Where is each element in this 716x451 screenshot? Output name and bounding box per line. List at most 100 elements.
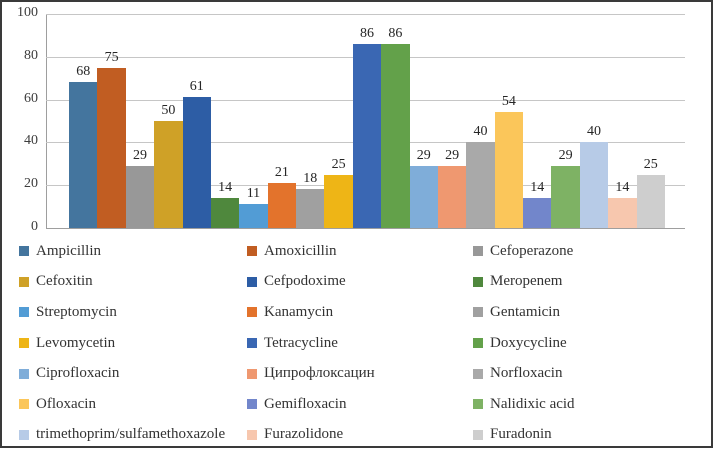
bar-ampicillin: 68 (69, 64, 98, 228)
bar-value-label: 86 (388, 25, 403, 41)
legend-item-norfloxacin: Norfloxacin (473, 365, 703, 382)
legend-label: Furazolidone (264, 426, 344, 443)
legend-swatch-icon (247, 338, 257, 349)
legend-item-kanamycin: Kanamycin (247, 304, 473, 321)
legend-label: Ципрофлоксацин (264, 365, 375, 382)
bar-value-label: 50 (161, 103, 176, 118)
legend-item-ampicillin: Ampicillin (19, 243, 247, 260)
legend-item-cefoxitin: Cefoxitin (19, 273, 247, 290)
bar-tetracycline: 86 (352, 26, 382, 228)
bar-cefpodoxime: 61 (182, 79, 211, 228)
legend-item-cefpodoxime: Cefpodoxime (247, 273, 473, 290)
legend-item-furadonin: Furadonin (473, 426, 703, 443)
legend-label: Streptomycin (36, 303, 117, 320)
legend-label: Norfloxacin (490, 365, 563, 382)
bar-furazolidone: 14 (608, 180, 637, 228)
legend-swatch-icon (247, 246, 257, 257)
legend-item-series-13: Ципрофлоксацин (247, 365, 473, 382)
bar-gentamicin: 18 (296, 171, 325, 228)
plot-area: 0 20 40 60 80 100 68 75 29 50 61 14 11 21 18 25 86 86 29 2… (17, 5, 685, 234)
legend-swatch-icon (19, 246, 29, 257)
legend-swatch-icon (19, 399, 29, 410)
legend-label: Ampicillin (36, 242, 101, 259)
bar-value-label: 40 (473, 124, 488, 140)
y-tick-label-20: 20 (24, 176, 38, 192)
legend-swatch-icon (473, 307, 483, 318)
legend-swatch-icon (473, 368, 483, 379)
bar-value-label: 29 (558, 147, 573, 163)
legend-label: Furadonin (490, 426, 552, 443)
bar-value-label: 29 (132, 147, 147, 163)
legend-item-ofloxacin: Ofloxacin (19, 396, 247, 413)
legend-item-trimethoprim-sulfamethoxazole: trimethoprim/sulfamethoxazole (19, 426, 247, 443)
bar-furadonin: 25 (636, 157, 665, 228)
gridline-0 (46, 228, 685, 229)
legend-swatch-icon (247, 399, 257, 410)
y-tick-label-80: 80 (24, 47, 38, 63)
bars-container: 68 75 29 50 61 14 11 21 18 25 86 86 29 29 40 54 14 29 40 14… (69, 14, 665, 228)
bar-amoxicillin: 75 (97, 50, 126, 228)
bar-doxycycline: 86 (381, 26, 410, 228)
legend-label: Levomycetin (36, 334, 116, 351)
bar-value-label: 14 (218, 180, 233, 196)
bar-gemifloxacin: 14 (523, 180, 552, 228)
bar-trimethoprim-sulfamethoxazole: 40 (579, 124, 609, 228)
legend-item-amoxicillin: Amoxicillin (247, 243, 473, 260)
legend-label: Gentamicin (490, 303, 560, 320)
bar-series-13: 29 (437, 148, 467, 228)
bar-value-label: 40 (586, 124, 601, 140)
legend-item-meropenem: Meropenem (473, 273, 703, 290)
bar-value-label: 14 (530, 180, 545, 196)
legend-label: Tetracycline (264, 334, 338, 351)
y-tick-label-40: 40 (24, 133, 38, 149)
legend-label: Gemifloxacin (264, 395, 347, 412)
legend-label: Cefoperazone (490, 242, 574, 259)
legend-item-tetracycline: Tetracycline (247, 335, 473, 352)
y-tick-label-100: 100 (17, 5, 38, 21)
legend-item-ciprofloxacin: Ciprofloxacin (19, 365, 247, 382)
legend-label: Doxycycline (490, 334, 567, 351)
legend-label: Cefpodoxime (264, 273, 346, 290)
legend-item-streptomycin: Streptomycin (19, 304, 247, 321)
legend-swatch-icon (247, 429, 257, 440)
legend-item-gemifloxacin: Gemifloxacin (247, 396, 473, 413)
bar-meropenem: 14 (210, 180, 240, 228)
bar-value-label: 68 (76, 64, 91, 80)
legend-swatch-icon (19, 338, 29, 349)
legend-swatch-icon (247, 276, 257, 287)
legend: Ampicillin Amoxicillin Cefoperazone Cefoxit… (19, 236, 703, 450)
legend-item-gentamicin: Gentamicin (473, 304, 703, 321)
gridline-100 (46, 14, 685, 15)
bar-value-label: 11 (246, 186, 261, 202)
bar-cefoperazone: 29 (125, 148, 155, 228)
legend-swatch-icon (473, 246, 483, 257)
legend-swatch-icon (19, 276, 29, 287)
legend-label: Cefoxitin (36, 273, 93, 290)
y-axis-line (46, 14, 47, 228)
legend-swatch-icon (247, 368, 257, 379)
bar-value-label: 21 (274, 165, 289, 181)
bar-nalidixic-acid: 29 (551, 148, 580, 228)
bar-ofloxacin: 54 (494, 94, 523, 228)
legend-swatch-icon (19, 307, 29, 318)
legend-label: Ofloxacin (36, 395, 96, 412)
y-tick-label-60: 60 (24, 90, 38, 106)
bar-value-label: 18 (303, 171, 318, 187)
bar-value-label: 14 (615, 180, 630, 196)
y-tick-label-0: 0 (31, 219, 38, 235)
legend-label: Nalidixic acid (490, 395, 575, 412)
legend-label: Meropenem (490, 273, 563, 290)
legend-label: Ciprofloxacin (36, 365, 120, 382)
legend-swatch-icon (19, 429, 29, 440)
bar-value-label: 54 (501, 94, 516, 110)
legend-item-levomycetin: Levomycetin (19, 335, 247, 352)
legend-swatch-icon (473, 399, 483, 410)
bar-cefoxitin: 50 (154, 103, 183, 228)
bar-value-label: 61 (189, 79, 204, 95)
bar-norfloxacin: 40 (466, 124, 495, 228)
bar-levomycetin: 25 (324, 157, 353, 228)
legend-item-doxycycline: Doxycycline (473, 335, 703, 352)
legend-label: Kanamycin (264, 303, 334, 320)
bar-value-label: 86 (359, 25, 374, 41)
